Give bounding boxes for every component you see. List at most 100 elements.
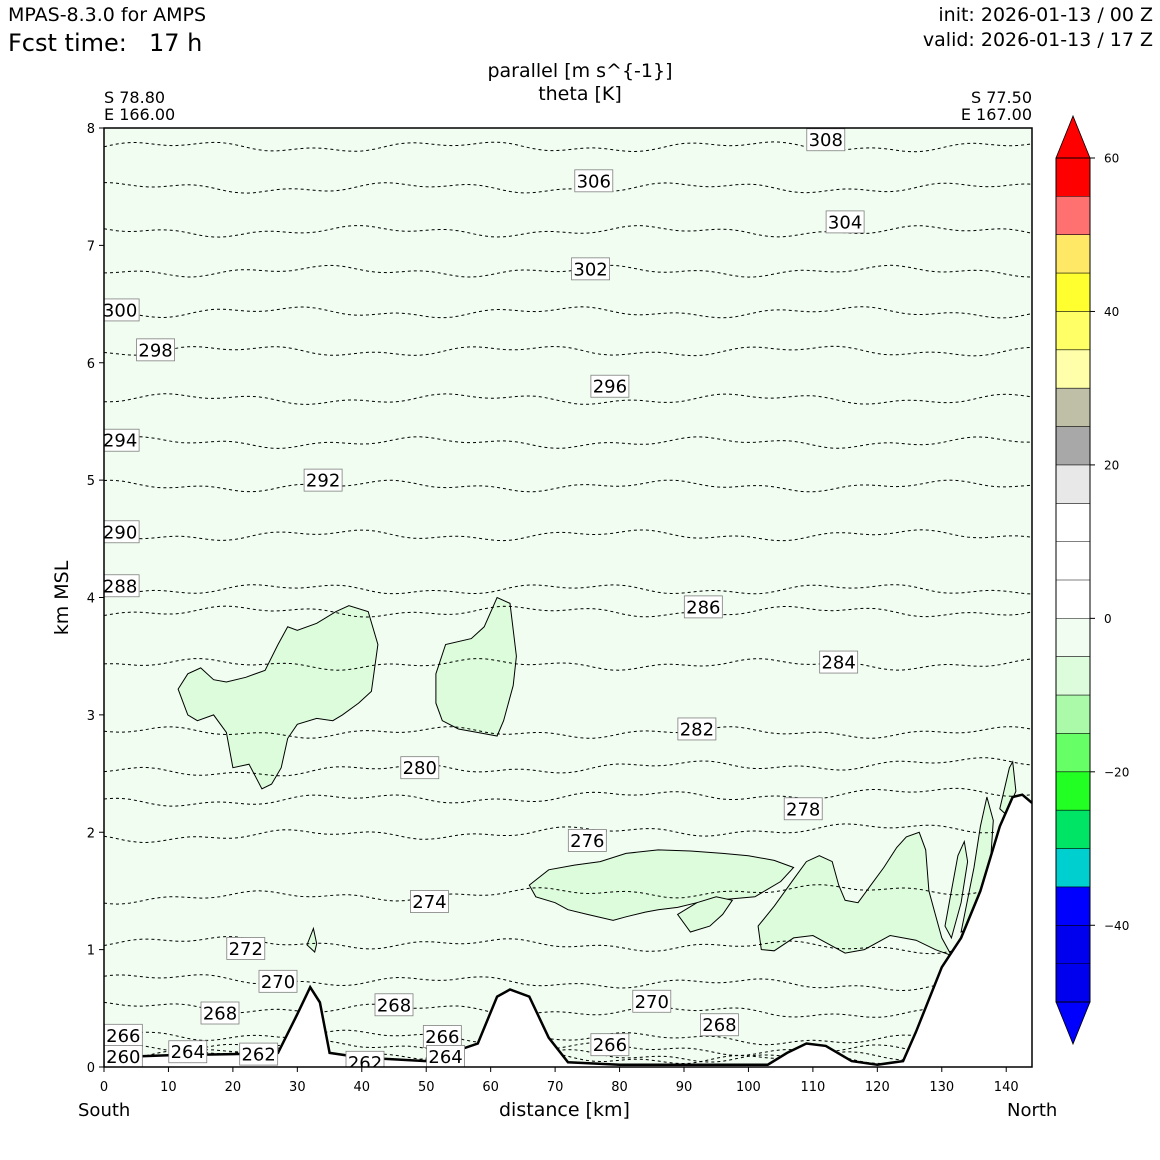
left-endpoint-lon: E 166.00 <box>104 105 176 124</box>
colorbar-bin-16 <box>1056 771 1090 811</box>
contour-label-text: 272 <box>229 939 263 960</box>
contour-label-290: 290 <box>104 520 140 543</box>
negative-wind-regions <box>177 596 1017 957</box>
colorbar-tick-label: 60 <box>1104 152 1119 166</box>
contour-label-text: 282 <box>680 719 714 740</box>
x-tick-label: 100 <box>736 1080 761 1095</box>
contour-label-306: 306 <box>574 169 614 192</box>
colorbar-bin-21 <box>1056 963 1090 1003</box>
terrain-fill <box>104 794 1032 1067</box>
contour-label-text: 264 <box>171 1042 205 1063</box>
contour-label-298: 298 <box>136 338 175 361</box>
contour-label-264: 264 <box>426 1045 465 1067</box>
contour-label-284: 284 <box>819 650 859 674</box>
contour-label-text: 266 <box>425 1027 459 1048</box>
contour-label-268: 268 <box>200 1001 240 1025</box>
north-label: North <box>1007 1100 1058 1121</box>
contour-label-text: 266 <box>593 1035 627 1056</box>
y-tick-label: 2 <box>87 826 95 841</box>
contour-label-text: 268 <box>203 1004 237 1025</box>
contour-label-294: 294 <box>104 428 140 452</box>
terrain-outline <box>104 793 1032 1066</box>
x-tick-label: 10 <box>160 1080 177 1095</box>
colorbar-bin-10 <box>1056 541 1090 581</box>
colorbar-bin-18 <box>1056 848 1090 888</box>
left-endpoint-lat: S 78.80 <box>104 88 166 107</box>
contour-label-278: 278 <box>783 797 823 820</box>
contour-label-268: 268 <box>374 993 414 1016</box>
x-tick-label: 130 <box>929 1080 954 1095</box>
contour-label-text: 266 <box>106 1026 140 1047</box>
contour-label-268: 268 <box>700 1013 739 1036</box>
negative-region-4 <box>757 831 953 957</box>
negative-region-2 <box>528 849 795 921</box>
contour-label-text: 268 <box>702 1015 736 1036</box>
contour-label-262: 262 <box>239 1042 279 1066</box>
contour-label-text: 274 <box>412 892 446 913</box>
negative-region-1 <box>435 596 517 737</box>
y-tick-label: 1 <box>87 944 95 959</box>
contour-label-274: 274 <box>410 890 449 913</box>
colorbar-bin-17 <box>1056 810 1090 850</box>
contour-label-text: 260 <box>106 1047 140 1068</box>
terrain <box>104 793 1032 1067</box>
x-tick-label: 50 <box>418 1080 435 1095</box>
contour-label-308: 308 <box>806 128 846 151</box>
x-tick-label: 110 <box>800 1080 825 1095</box>
negative-region-0 <box>177 605 379 790</box>
contour-label-text: 262 <box>241 1045 275 1066</box>
contour-label-280: 280 <box>400 756 440 779</box>
contour-label-264: 264 <box>168 1040 208 1063</box>
theta-line-308 <box>104 141 1032 153</box>
contour-label-266: 266 <box>422 1025 462 1048</box>
south-label: South <box>78 1100 131 1121</box>
colorbar-bin-4 <box>1056 311 1090 351</box>
x-tick-label: 20 <box>225 1080 242 1095</box>
x-tick-label: 30 <box>289 1080 306 1095</box>
colorbar-tick-label: 20 <box>1104 458 1119 472</box>
y-tick-label: 3 <box>87 709 95 724</box>
contour-label-text: 276 <box>570 831 604 852</box>
init-time: init: 2026-01-13 / 00 Z <box>938 4 1153 26</box>
contour-label-304: 304 <box>825 210 865 233</box>
contour-label-text: 304 <box>828 212 862 233</box>
colorbar-bin-7 <box>1056 426 1090 466</box>
colorbar-bin-20 <box>1056 925 1090 965</box>
colorbar-bin-12 <box>1056 618 1090 658</box>
model-name: MPAS-8.3.0 for AMPS <box>8 4 207 26</box>
colorbar-bin-15 <box>1056 733 1090 773</box>
colorbar-bin-11 <box>1056 580 1090 619</box>
contour-label-text: 262 <box>348 1053 382 1074</box>
contour-label-text: 300 <box>103 300 137 321</box>
right-endpoint-lon: E 167.00 <box>960 105 1032 124</box>
contour-label-296: 296 <box>590 374 630 398</box>
contour-label-text: 296 <box>593 377 627 398</box>
contour-label-text: 278 <box>786 799 820 820</box>
contour-label-262: 262 <box>345 1050 385 1074</box>
colorbar-bin-1 <box>1056 196 1090 236</box>
x-tick-label: 140 <box>994 1080 1019 1095</box>
fcst-time-value: 17 h <box>149 29 203 57</box>
contour-label-288: 288 <box>103 574 140 597</box>
colorbar-bin-3 <box>1056 273 1090 312</box>
colorbar-bin-0 <box>1056 158 1090 197</box>
x-axis-ticks: 0 10 20 30 40 50 60 70 80 90 100 110 120 130 140 <box>100 1067 1019 1095</box>
theta-line-294 <box>104 436 1032 449</box>
y-axis-ticks: 0 1 2 3 4 5 6 7 8 <box>87 122 104 1076</box>
contour-label-text: 288 <box>103 576 137 597</box>
y-tick-label: 7 <box>87 239 95 254</box>
colorbar-extend-high <box>1055 114 1091 159</box>
contour-label-270: 270 <box>258 969 298 993</box>
x-axis-label: distance [km] <box>499 1099 630 1121</box>
y-tick-label: 5 <box>87 474 95 489</box>
colorbar-bin-14 <box>1056 695 1090 734</box>
theta-line-276 <box>104 823 1032 844</box>
negative-region-8 <box>306 926 318 953</box>
contour-label-text: 302 <box>573 259 607 280</box>
x-tick-label: 90 <box>676 1080 693 1095</box>
x-tick-label: 60 <box>482 1080 499 1095</box>
colorbar-bin-6 <box>1056 388 1090 428</box>
x-tick-label: 70 <box>547 1080 564 1095</box>
